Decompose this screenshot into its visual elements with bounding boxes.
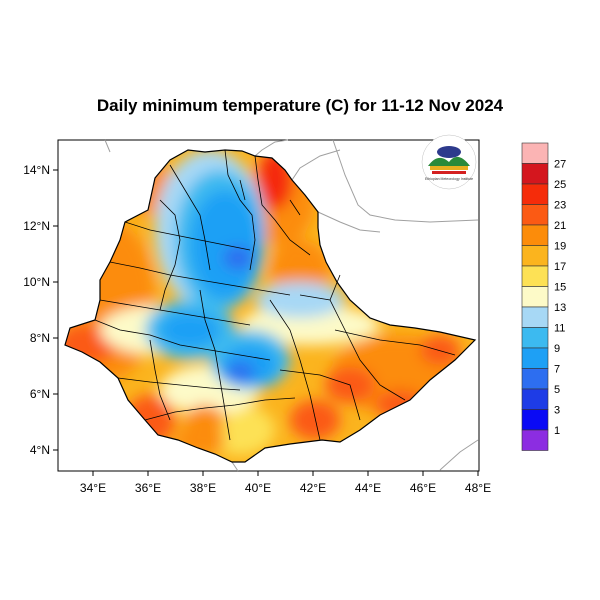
colorbar-label: 17 (554, 261, 566, 273)
y-tick-label: 6°N (30, 387, 50, 401)
x-tick-label: 40°E (245, 481, 271, 495)
colorbar-label: 15 (554, 282, 566, 294)
colorbar-label: 7 (554, 364, 560, 376)
y-tick-label: 10°N (23, 275, 50, 289)
colorbar-label: 23 (554, 200, 566, 212)
colorbar-swatch (521, 163, 549, 185)
x-tick-label: 38°E (190, 481, 216, 495)
y-tick-label: 14°N (23, 163, 50, 177)
colorbar-label: 11 (554, 323, 565, 335)
colorbar-swatch (521, 204, 549, 226)
colorbar-swatch (521, 429, 549, 451)
y-tick-label: 4°N (30, 443, 50, 457)
colorbar-swatch (521, 245, 549, 267)
x-tick-label: 34°E (80, 481, 106, 495)
logo-text: Ethiopian Meteorology Institute (425, 177, 473, 181)
colorbar-label: 1 (554, 425, 560, 437)
country-outline (64, 149, 477, 463)
y-tick-label: 12°N (23, 219, 50, 233)
x-tick-label: 48°E (465, 481, 491, 495)
colorbar-swatch (521, 409, 549, 431)
colorbar-label: 3 (554, 405, 560, 417)
colorbar-swatch (521, 388, 549, 410)
zone-boundaries (94, 149, 456, 441)
axis-ticks (53, 169, 479, 476)
colorbar-label: 25 (554, 179, 566, 191)
x-tick-labels: 34°E 36°E 38°E 40°E 42°E 44°E 46°E 48°E (80, 481, 491, 495)
colorbar-swatch (521, 224, 549, 246)
y-tick-labels: 14°N 12°N 10°N 8°N 6°N 4°N (23, 163, 50, 457)
x-tick-label: 46°E (410, 481, 436, 495)
neighbour-borders (104, 139, 479, 472)
colorbar: 27 25 23 21 19 17 15 13 11 9 7 5 3 1 (521, 142, 566, 451)
colorbar-swatch (521, 306, 549, 328)
map-title: Daily minimum temperature (C) for 11-12 … (96, 96, 504, 115)
colorbar-swatch (521, 286, 549, 308)
x-tick-label: 42°E (300, 481, 326, 495)
ethiopian-meteorology-institute-logo: Ethiopian Meteorology Institute (421, 134, 477, 190)
y-tick-label: 8°N (30, 331, 50, 345)
colorbar-swatch (521, 183, 549, 205)
colorbar-swatch (521, 327, 549, 349)
colorbar-label: 13 (554, 302, 566, 314)
colorbar-label: 27 (554, 159, 566, 171)
colorbar-label: 21 (554, 220, 566, 232)
colorbar-swatch (521, 142, 549, 164)
colorbar-label: 9 (554, 343, 560, 355)
colorbar-swatch (521, 347, 549, 369)
x-tick-label: 44°E (355, 481, 381, 495)
colorbar-label: 19 (554, 241, 566, 253)
x-tick-label: 36°E (135, 481, 161, 495)
colorbar-label: 5 (554, 384, 560, 396)
colorbar-swatch (521, 368, 549, 390)
colorbar-swatch (521, 265, 549, 287)
